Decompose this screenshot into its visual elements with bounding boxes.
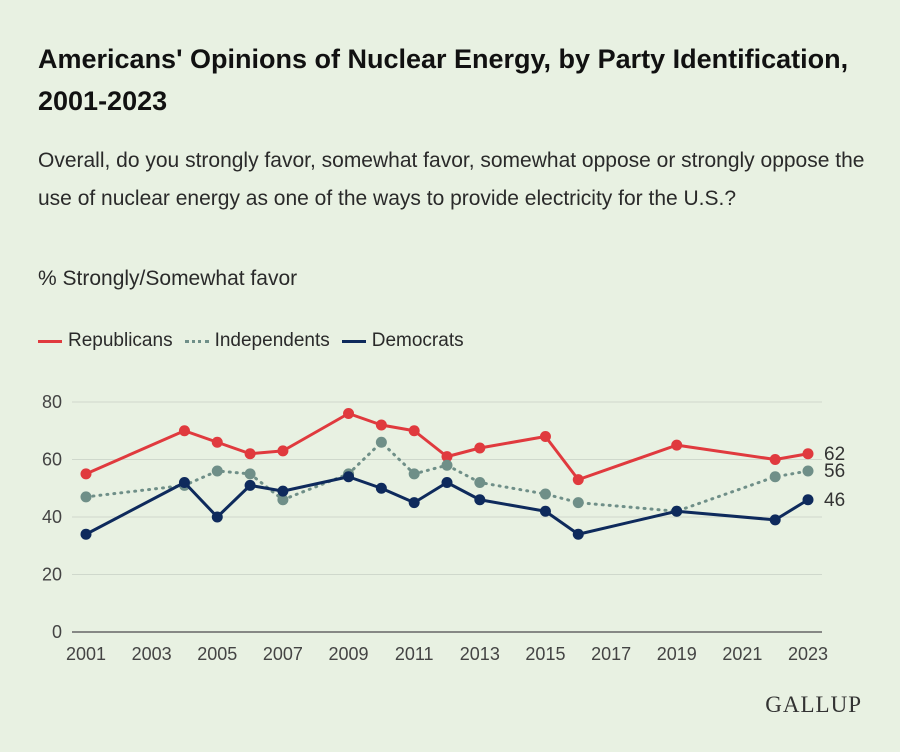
legend-swatch-independents (184, 339, 209, 343)
end-label-republicans: 62 (824, 444, 845, 465)
data-point-democrats (671, 505, 683, 517)
data-point-independents (375, 436, 387, 448)
line-chart: 0 20 40 60 80 2001 2003 2005 2007 2009 2011 2013 201… (42, 392, 845, 664)
end-label-independents: 56 (824, 461, 845, 482)
legend-swatch-republicans (38, 339, 62, 343)
x-tick-label: 2017 (591, 644, 631, 664)
data-point-democrats (408, 497, 420, 509)
legend-swatch-democrats (341, 339, 366, 343)
data-point-republicans (539, 431, 551, 442)
data-point-republicans (178, 425, 190, 437)
data-point-independents (474, 477, 486, 488)
x-tick-label: 2009 (329, 644, 369, 664)
x-tick-label: 2011 (395, 644, 434, 664)
data-point-independents (441, 459, 453, 471)
data-point-republicans (343, 408, 355, 419)
data-point-independents (211, 465, 223, 477)
x-tick-label: 2005 (197, 644, 237, 664)
data-point-republicans (671, 439, 683, 451)
data-point-democrats (769, 514, 781, 526)
chart-title: Americans' Opinions of Nuclear Energy, b… (38, 44, 849, 116)
data-point-democrats (375, 482, 387, 494)
data-point-republicans (474, 442, 486, 454)
data-point-democrats (343, 471, 355, 483)
x-tick-label: 2007 (263, 644, 303, 664)
legend-item-democrats: Democrats (341, 330, 464, 352)
data-point-independents (80, 491, 92, 503)
legend-item-independents: Independents (184, 330, 330, 352)
data-point-independents (408, 468, 420, 480)
data-point-democrats (572, 528, 584, 540)
x-tick-label: 2021 (722, 644, 762, 664)
legend-label-independents: Independents (214, 330, 330, 351)
y-tick-label: 40 (42, 507, 62, 527)
data-point-republicans (408, 425, 420, 437)
brand-logo-text: GALLUP (765, 692, 862, 717)
data-point-democrats (244, 479, 256, 491)
data-point-democrats (80, 528, 92, 540)
data-point-republicans (572, 474, 584, 486)
question-text: Overall, do you strongly favor, somewhat… (38, 149, 865, 210)
data-point-democrats (539, 505, 551, 517)
y-tick-label: 60 (42, 450, 62, 470)
data-point-democrats (441, 477, 453, 488)
legend-item-republicans: Republicans (38, 330, 173, 352)
y-tick-label: 80 (42, 392, 62, 412)
end-label-democrats: 46 (824, 490, 845, 511)
data-point-independents (572, 497, 584, 509)
data-point-independents (539, 488, 551, 500)
x-tick-label: 2003 (132, 644, 172, 664)
y-tick-label: 20 (42, 565, 62, 585)
x-tick-label: 2015 (525, 644, 565, 664)
data-point-republicans (802, 448, 814, 460)
x-tick-label: 2013 (460, 644, 500, 664)
data-point-republicans (244, 448, 256, 460)
x-tick-label: 2023 (788, 644, 828, 664)
data-point-democrats (277, 485, 289, 497)
data-point-democrats (474, 494, 486, 506)
data-point-independents (769, 471, 781, 483)
data-point-republicans (441, 451, 453, 463)
data-point-republicans (375, 419, 387, 431)
data-point-independents (244, 468, 256, 480)
data-point-republicans (211, 436, 223, 448)
x-tick-label: 2001 (66, 644, 106, 664)
legend-label-democrats: Democrats (371, 330, 464, 351)
y-tick-label: 0 (52, 622, 62, 642)
legend-label-republicans: Republicans (68, 330, 173, 351)
data-point-independents (277, 494, 289, 506)
data-point-democrats (178, 477, 190, 488)
data-point-republicans (80, 468, 92, 480)
data-point-democrats (802, 494, 814, 506)
legend: Republicans Independents Democrats (38, 330, 476, 352)
measure-label: % Strongly/Somewhat favor (38, 267, 298, 290)
x-tick-label: 2019 (657, 644, 697, 664)
data-point-democrats (211, 511, 223, 523)
data-point-republicans (769, 454, 781, 465)
data-point-republicans (277, 445, 289, 457)
data-point-independents (802, 465, 814, 477)
